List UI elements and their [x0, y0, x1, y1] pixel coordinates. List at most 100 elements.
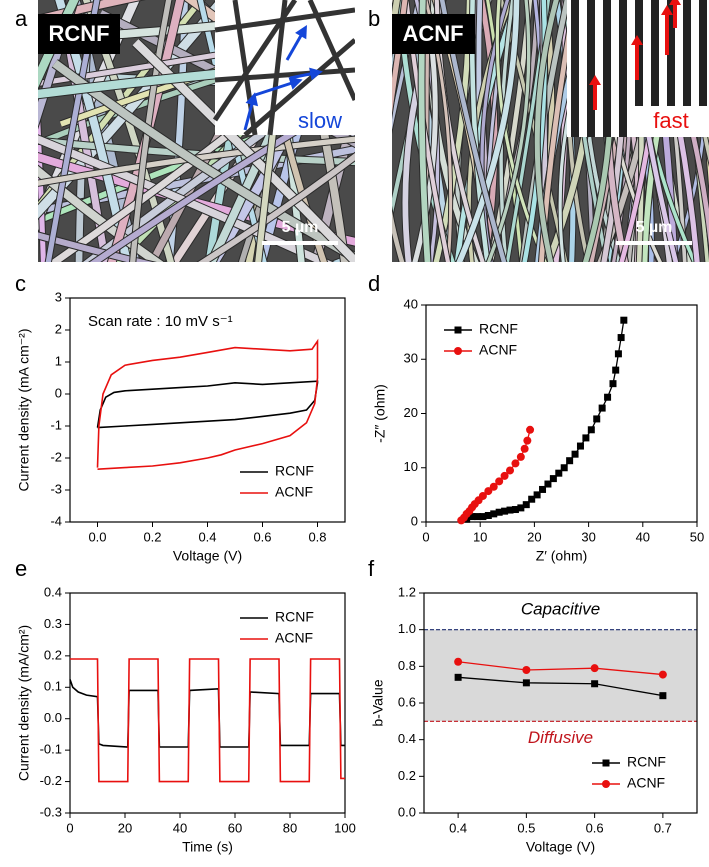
fiber: [130, 0, 172, 262]
y-tick-label: -2: [50, 449, 62, 464]
inset-stripe: [651, 0, 659, 137]
arrow-head: [589, 75, 601, 85]
annotation: Capacitive: [521, 599, 600, 618]
marker: [484, 487, 493, 496]
fiber: [45, 0, 100, 262]
legend-label: ACNF: [479, 342, 517, 358]
y-tick-label: 1: [55, 353, 62, 368]
y-tick-label: 3: [55, 289, 62, 304]
marker: [609, 380, 617, 388]
marker: [617, 334, 625, 342]
inset-fiber: [212, 0, 298, 122]
arrow-head: [309, 67, 323, 81]
y-tick-label: -0.2: [40, 773, 62, 788]
y-tick-label: 2: [55, 321, 62, 336]
inset-fiber: [232, 0, 258, 136]
x-tick-label: 0: [422, 529, 429, 544]
y-axis-label: Current density (mA cm⁻²): [16, 329, 32, 492]
x-tick-label: 50: [690, 529, 704, 544]
y-tick-label: 0.0: [398, 804, 416, 819]
y-tick-label: 1.0: [398, 621, 416, 636]
y-tick-label: 0: [411, 513, 418, 528]
marker: [454, 673, 462, 681]
inset-fiber: [307, 0, 355, 102]
x-tick-label: 0.8: [308, 529, 326, 544]
legend-label: ACNF: [627, 775, 665, 791]
x-tick-label: 10: [473, 529, 487, 544]
marker: [604, 393, 612, 401]
marker: [501, 507, 509, 515]
y-tick-label: 0.4: [398, 731, 416, 746]
shaded-band: [424, 629, 697, 722]
inset-text-box: [287, 108, 355, 135]
y-tick-label: 1.2: [398, 584, 416, 599]
y-tick-label: 0: [55, 385, 62, 400]
inset-stripe: [699, 0, 707, 137]
inset-arrow: [254, 80, 296, 97]
marker: [484, 511, 492, 519]
fiber: [38, 74, 46, 262]
y-axis-label: -Z″ (ohm): [372, 384, 388, 443]
annotation: Scan rate : 10 mV s⁻¹: [88, 313, 233, 330]
panel-letter: a: [15, 6, 28, 31]
inset-arrow: [243, 99, 255, 131]
panel-letter: d: [368, 271, 380, 296]
x-tick-label: 0.7: [654, 820, 672, 835]
marker: [566, 457, 574, 465]
legend-marker: [602, 780, 610, 788]
label-box: [38, 14, 120, 54]
inset-text-box: [633, 106, 709, 137]
legend-label: RCNF: [627, 754, 666, 770]
y-tick-label: 20: [404, 405, 418, 420]
y-tick-label: 0.3: [44, 616, 62, 631]
fiber: [132, 39, 355, 262]
fiber: [456, 0, 520, 262]
fiber: [522, 0, 548, 262]
x-tick-label: 100: [334, 820, 356, 835]
inset-stripe: [667, 0, 675, 137]
marker: [495, 477, 504, 486]
x-tick-label: 40: [636, 529, 650, 544]
series-line: [458, 661, 663, 676]
y-tick-label: 0.0: [44, 710, 62, 725]
marker: [576, 442, 584, 450]
marker: [478, 491, 487, 500]
arrow-head: [661, 5, 673, 15]
x-tick-label: 40: [173, 820, 187, 835]
label-box: [392, 14, 475, 54]
x-tick-label: 0.4: [198, 529, 216, 544]
plot-frame: [69, 592, 346, 814]
x-tick-label: 0.2: [143, 529, 161, 544]
fiber: [38, 137, 355, 166]
marker: [479, 513, 487, 521]
series-line: [69, 679, 345, 748]
x-axis-label: Voltage (V): [173, 548, 242, 564]
marker: [500, 471, 509, 480]
marker: [560, 464, 568, 472]
inset-stripe: [619, 0, 627, 137]
marker: [539, 485, 547, 493]
y-tick-label: 40: [404, 296, 418, 311]
inset-fiber: [214, 67, 355, 83]
legend-marker: [454, 326, 462, 334]
marker: [593, 415, 601, 423]
marker: [468, 513, 476, 521]
marker: [522, 501, 530, 509]
legend-label: RCNF: [479, 321, 518, 337]
marker: [489, 482, 498, 491]
arrow-head: [295, 25, 307, 40]
fiber: [392, 0, 405, 262]
marker: [571, 450, 579, 458]
panel-letter: c: [15, 271, 26, 296]
marker: [511, 506, 519, 514]
y-tick-label: 10: [404, 459, 418, 474]
marker: [523, 436, 532, 445]
fiber: [392, 0, 394, 4]
marker: [591, 680, 599, 688]
arrow-head: [631, 35, 643, 45]
legend-label: ACNF: [275, 484, 313, 500]
x-tick-label: 0.6: [586, 820, 604, 835]
fiber: [38, 0, 205, 212]
series-line: [96, 380, 319, 429]
x-tick-label: 20: [118, 820, 132, 835]
